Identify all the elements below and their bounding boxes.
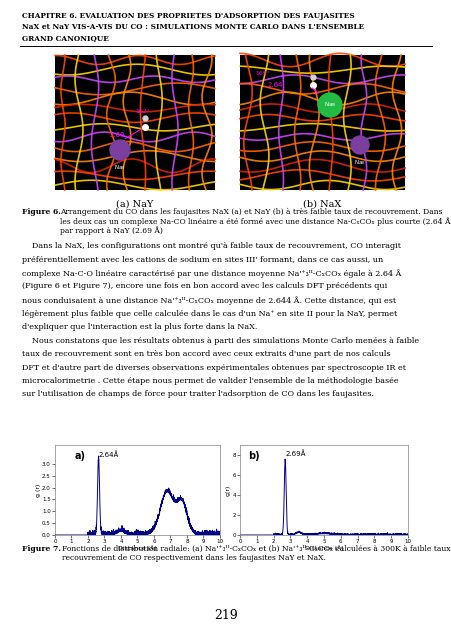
Text: Figure 7.: Figure 7.: [22, 545, 61, 553]
Y-axis label: g(r): g(r): [226, 484, 230, 496]
Text: d'expliquer que l'interaction est la plus forte dans la NaX.: d'expliquer que l'interaction est la plu…: [22, 323, 257, 331]
Text: CHAPITRE 6. EVALUATION DES PROPRIETES D'ADSORPTION DES FAUJASITES: CHAPITRE 6. EVALUATION DES PROPRIETES D'…: [22, 12, 354, 20]
Bar: [55, 55, 215, 190]
Text: GRAND CANONIQUE: GRAND CANONIQUE: [22, 34, 109, 42]
Circle shape: [318, 93, 341, 117]
Text: (b) NaX: (b) NaX: [302, 200, 341, 209]
Text: b): b): [248, 451, 259, 461]
Text: Fonctions de distribution radiale: (a) Na'⁺₃ᴵᴵ-CₓCOₓ et (b) Na'⁺₃ᴵᴵ-CₓCOₓ calcul: Fonctions de distribution radiale: (a) N…: [62, 545, 451, 553]
Text: préférentiellement avec les cations de sodium en sites III' formant, dans ce cas: préférentiellement avec les cations de s…: [22, 255, 382, 264]
Text: 169°: 169°: [254, 71, 269, 76]
Text: Dans la NaX, les configurations ont montré qu'à faible taux de recouvrement, CO : Dans la NaX, les configurations ont mont…: [22, 242, 400, 250]
X-axis label: Distance (Å): Distance (Å): [118, 545, 156, 551]
Text: taux de recouvrement sont en très bon accord avec ceux extraits d'une part de no: taux de recouvrement sont en très bon ac…: [22, 350, 390, 358]
Y-axis label: g (r): g (r): [36, 483, 41, 497]
Text: Arrangement du CO dans les faujasites NaX (a) et NaY (b) à très faible taux de r: Arrangement du CO dans les faujasites Na…: [60, 208, 442, 216]
Text: recouvrement de CO respectivement dans les faujasites NaY et NaX.: recouvrement de CO respectivement dans l…: [62, 554, 325, 562]
Text: microcalorimetrie . Cette étape nous permet de valider l'ensemble de la méthodol: microcalorimetrie . Cette étape nous per…: [22, 377, 398, 385]
Text: 2.69Å: 2.69Å: [285, 450, 305, 457]
Text: 162°: 162°: [135, 109, 150, 114]
Text: 2.64: 2.64: [267, 82, 283, 88]
Text: 219: 219: [214, 609, 237, 622]
Text: Figure 6.: Figure 6.: [22, 208, 61, 216]
Text: a): a): [74, 451, 86, 461]
Bar: [239, 55, 404, 190]
Text: 2.69: 2.69: [110, 132, 125, 138]
Text: les deux cas un complexe Na-CO linéaire a été formé avec une distance Na-CₓCOₓ p: les deux cas un complexe Na-CO linéaire …: [60, 217, 451, 226]
Text: Nous constatons que les résultats obtenus à parti des simulations Monte Carlo me: Nous constatons que les résultats obtenu…: [22, 337, 418, 344]
Circle shape: [350, 136, 368, 154]
Text: nous conduisaient à une distance Na'⁺₃ᴵᴵ-CₓCOₓ moyenne de 2.644 Å. Cette distanc: nous conduisaient à une distance Na'⁺₃ᴵᴵ…: [22, 296, 395, 305]
X-axis label: Distance (Å): Distance (Å): [304, 545, 343, 551]
Text: 2.64Å: 2.64Å: [98, 451, 119, 458]
Text: complexe Na-C-O linéaire caractérisé par une distance moyenne Na'⁺₃ᴵᴵ-CₓCOₓ égal: complexe Na-C-O linéaire caractérisé par…: [22, 269, 400, 278]
Text: (Figure 6 et Figure 7), encore une fois en bon accord avec les calculs DFT précé: (Figure 6 et Figure 7), encore une fois …: [22, 282, 387, 291]
Text: sur l'utilisation de champs de force pour traiter l'adsorption de CO dans les fa: sur l'utilisation de champs de force pou…: [22, 390, 373, 399]
Text: (a) NaY: (a) NaY: [116, 200, 153, 209]
Text: Na$_{II}$: Na$_{II}$: [114, 163, 125, 172]
Text: Na$_{III}$: Na$_{III}$: [323, 100, 336, 109]
Text: NaX et NaY VIS-A-VIS DU CO : SIMULATIONS MONTE CARLO DANS L'ENSEMBLE: NaX et NaY VIS-A-VIS DU CO : SIMULATIONS…: [22, 23, 364, 31]
Text: Na$_{II}$: Na$_{II}$: [353, 158, 365, 167]
Text: DFT et d'autre part de diverses observations expérimentales obtenues par spectro: DFT et d'autre part de diverses observat…: [22, 364, 405, 371]
Circle shape: [110, 140, 130, 160]
Text: légèrement plus faible que celle calculée dans le cas d'un Na⁺ en site II pour l: légèrement plus faible que celle calculé…: [22, 310, 396, 317]
Text: par rapport à NaY (2.69 Å): par rapport à NaY (2.69 Å): [60, 226, 162, 235]
